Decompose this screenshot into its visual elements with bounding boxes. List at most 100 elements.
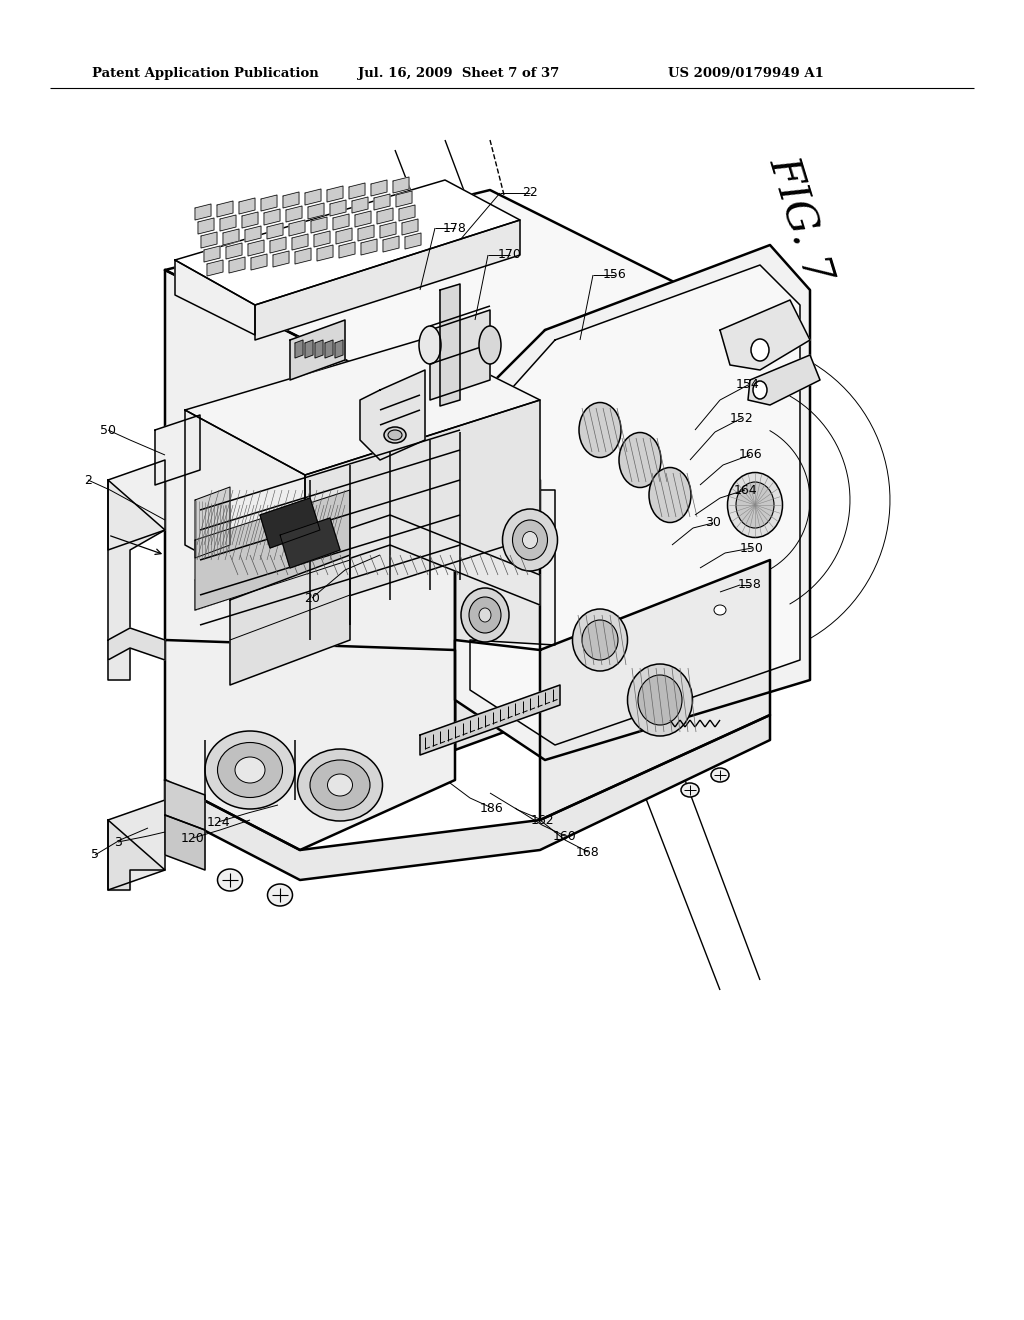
- Polygon shape: [280, 517, 340, 568]
- Polygon shape: [440, 284, 460, 407]
- Polygon shape: [245, 226, 261, 242]
- Polygon shape: [165, 780, 205, 830]
- Text: 124: 124: [206, 816, 229, 829]
- Polygon shape: [305, 400, 540, 610]
- Polygon shape: [470, 265, 800, 744]
- Polygon shape: [325, 341, 333, 358]
- Text: 164: 164: [733, 483, 757, 496]
- Polygon shape: [330, 201, 346, 216]
- Ellipse shape: [388, 430, 402, 440]
- Ellipse shape: [582, 620, 618, 660]
- Ellipse shape: [753, 381, 767, 399]
- Ellipse shape: [298, 748, 383, 821]
- Polygon shape: [108, 820, 165, 890]
- Ellipse shape: [628, 664, 692, 737]
- Polygon shape: [248, 240, 264, 256]
- Text: 3: 3: [114, 836, 122, 849]
- Ellipse shape: [479, 326, 501, 364]
- Polygon shape: [108, 628, 165, 660]
- Text: 178: 178: [443, 222, 467, 235]
- Polygon shape: [283, 191, 299, 209]
- Polygon shape: [195, 487, 230, 558]
- Text: 170: 170: [498, 248, 522, 261]
- Ellipse shape: [638, 675, 682, 725]
- Polygon shape: [195, 515, 540, 610]
- Polygon shape: [455, 330, 770, 750]
- Polygon shape: [175, 260, 255, 335]
- Polygon shape: [402, 219, 418, 235]
- Text: 50: 50: [100, 424, 116, 437]
- Text: US 2009/0179949 A1: US 2009/0179949 A1: [668, 66, 824, 79]
- Polygon shape: [270, 238, 286, 253]
- Text: 120: 120: [181, 832, 205, 845]
- Polygon shape: [165, 640, 455, 850]
- Polygon shape: [108, 459, 165, 550]
- Polygon shape: [165, 190, 770, 414]
- Text: 154: 154: [736, 379, 760, 392]
- Polygon shape: [217, 201, 233, 216]
- Polygon shape: [264, 209, 280, 224]
- Polygon shape: [207, 260, 223, 276]
- Polygon shape: [295, 341, 303, 358]
- Ellipse shape: [205, 731, 295, 809]
- Ellipse shape: [503, 510, 557, 572]
- Polygon shape: [223, 228, 239, 246]
- Polygon shape: [383, 236, 399, 252]
- Polygon shape: [361, 239, 377, 255]
- Polygon shape: [305, 189, 321, 205]
- Text: 158: 158: [738, 578, 762, 591]
- Polygon shape: [185, 341, 540, 475]
- Polygon shape: [352, 197, 368, 213]
- Polygon shape: [201, 232, 217, 248]
- Ellipse shape: [217, 869, 243, 891]
- Polygon shape: [406, 234, 421, 249]
- Text: 168: 168: [577, 846, 600, 858]
- Ellipse shape: [579, 403, 621, 458]
- Polygon shape: [251, 253, 267, 271]
- Polygon shape: [165, 715, 770, 880]
- Text: 20: 20: [304, 591, 319, 605]
- Text: 186: 186: [480, 801, 504, 814]
- Ellipse shape: [419, 326, 441, 364]
- Ellipse shape: [711, 768, 729, 781]
- Polygon shape: [155, 414, 200, 484]
- Ellipse shape: [384, 426, 406, 444]
- Polygon shape: [315, 341, 323, 358]
- Polygon shape: [195, 490, 350, 610]
- Ellipse shape: [469, 597, 501, 634]
- Ellipse shape: [234, 756, 265, 783]
- Polygon shape: [195, 205, 211, 220]
- Polygon shape: [292, 234, 308, 249]
- Polygon shape: [374, 194, 390, 210]
- Polygon shape: [336, 228, 352, 244]
- Polygon shape: [314, 231, 330, 247]
- Polygon shape: [185, 411, 305, 610]
- Polygon shape: [267, 223, 283, 239]
- Ellipse shape: [649, 467, 691, 523]
- Ellipse shape: [310, 760, 370, 810]
- Polygon shape: [311, 216, 327, 234]
- Polygon shape: [358, 224, 374, 242]
- Polygon shape: [108, 480, 165, 680]
- Polygon shape: [380, 222, 396, 238]
- Polygon shape: [393, 177, 409, 193]
- Ellipse shape: [736, 482, 774, 528]
- Polygon shape: [286, 206, 302, 222]
- Ellipse shape: [714, 605, 726, 615]
- Text: 150: 150: [740, 541, 764, 554]
- Polygon shape: [295, 248, 311, 264]
- Text: 166: 166: [738, 449, 762, 462]
- Polygon shape: [360, 370, 425, 459]
- Polygon shape: [165, 271, 455, 750]
- Text: 5: 5: [91, 849, 99, 862]
- Text: 22: 22: [522, 186, 538, 199]
- Polygon shape: [339, 242, 355, 257]
- Polygon shape: [175, 180, 520, 305]
- Text: 30: 30: [706, 516, 721, 529]
- Polygon shape: [204, 246, 220, 261]
- Polygon shape: [308, 203, 324, 219]
- Polygon shape: [420, 685, 560, 755]
- Text: 160: 160: [553, 829, 577, 842]
- Ellipse shape: [328, 774, 352, 796]
- Ellipse shape: [751, 339, 769, 360]
